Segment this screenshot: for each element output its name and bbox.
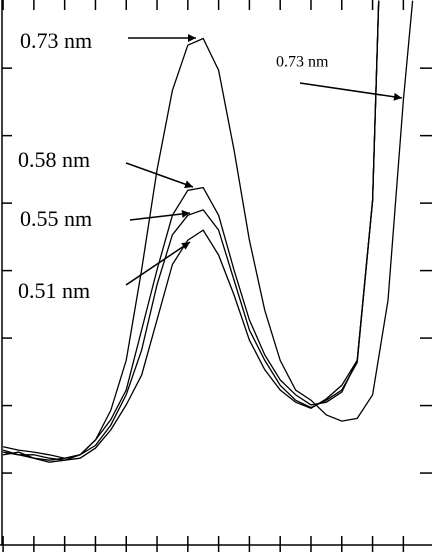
- annotation-arrow: [129, 209, 191, 221]
- data-line: [2, 0, 380, 463]
- annotation: 0.51 nm: [18, 278, 90, 303]
- annotation: 0.73 nm: [20, 28, 92, 53]
- annotation-arrow: [299, 82, 403, 101]
- annotation: 0.55 nm: [20, 206, 92, 231]
- annotation: 0.58 nm: [18, 147, 90, 172]
- data-line: [2, 0, 380, 461]
- annotation-arrow: [125, 162, 194, 189]
- annotation-arrow: [125, 241, 191, 286]
- annotation: 0.73 nm: [276, 54, 329, 71]
